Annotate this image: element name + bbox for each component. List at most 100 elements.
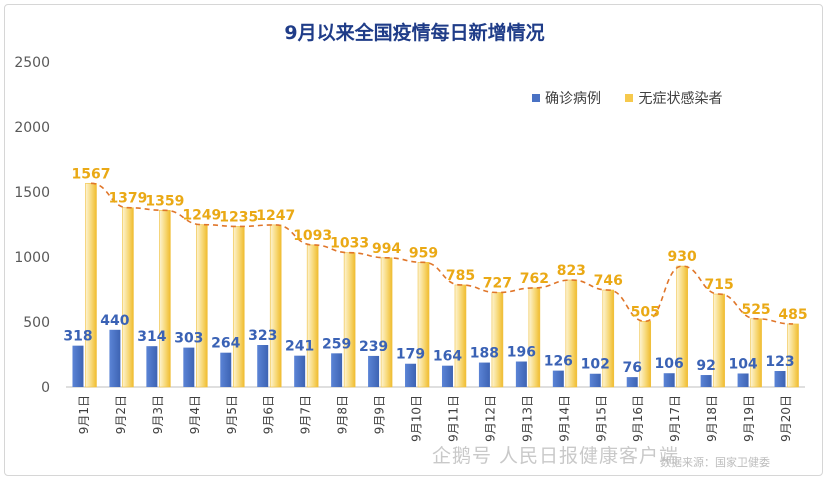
data-label-confirmed: 440 bbox=[100, 313, 129, 329]
x-tick-label: 9月3日 bbox=[151, 395, 165, 434]
data-label-confirmed: 264 bbox=[211, 336, 240, 352]
bar-confirmed bbox=[294, 355, 306, 387]
x-tick-label: 9月17日 bbox=[668, 395, 682, 442]
y-tick-label: 500 bbox=[23, 315, 50, 331]
legend-label-confirmed: 确诊病例 bbox=[545, 91, 601, 107]
x-tick-label: 9月15日 bbox=[594, 395, 608, 442]
x-tick-label: 9月1日 bbox=[77, 395, 91, 434]
trend-line-asymptomatic bbox=[90, 182, 794, 325]
y-tick-label: 2000 bbox=[14, 120, 50, 136]
bar-confirmed bbox=[146, 346, 158, 387]
bar-confirmed bbox=[626, 377, 638, 387]
data-label-confirmed: 318 bbox=[63, 329, 92, 345]
bar-asymptomatic bbox=[122, 207, 134, 388]
data-label-asymptomatic: 1093 bbox=[293, 228, 332, 244]
x-tick-label: 9月14日 bbox=[557, 395, 571, 442]
data-label-asymptomatic: 930 bbox=[668, 249, 697, 265]
legend-swatch-confirmed bbox=[532, 94, 540, 102]
x-tick-label: 9月20日 bbox=[779, 395, 793, 442]
bar-asymptomatic bbox=[85, 182, 97, 388]
chart-frame bbox=[4, 4, 823, 476]
data-label-confirmed: 92 bbox=[696, 358, 715, 374]
bar-confirmed bbox=[257, 345, 269, 387]
bar-asymptomatic bbox=[454, 284, 467, 388]
source-note: 数据来源：国家卫健委 bbox=[660, 456, 770, 469]
data-label-confirmed: 239 bbox=[359, 339, 388, 355]
bar-confirmed bbox=[589, 373, 601, 387]
data-label-confirmed: 102 bbox=[581, 357, 610, 373]
bar-confirmed bbox=[663, 373, 675, 387]
data-label-asymptomatic: 727 bbox=[483, 275, 512, 291]
data-label-confirmed: 126 bbox=[544, 354, 573, 370]
legend-item-asymptomatic: 无症状感染者 bbox=[625, 88, 722, 108]
x-tick-label: 9月6日 bbox=[262, 395, 276, 434]
data-label-confirmed: 104 bbox=[728, 356, 757, 372]
data-label-asymptomatic: 1247 bbox=[256, 208, 295, 224]
data-label-asymptomatic: 485 bbox=[778, 307, 807, 323]
bar-confirmed bbox=[700, 375, 712, 387]
bar-confirmed bbox=[774, 371, 786, 387]
data-label-asymptomatic: 1235 bbox=[219, 209, 258, 225]
x-tick-label: 9月8日 bbox=[336, 395, 350, 434]
bar-asymptomatic bbox=[528, 287, 541, 388]
chart-legend: 确诊病例 无症状感染者 bbox=[532, 88, 742, 108]
data-label-confirmed: 323 bbox=[248, 328, 277, 344]
bar-confirmed bbox=[368, 355, 380, 387]
legend-swatch-asymptomatic bbox=[625, 94, 634, 102]
legend-item-confirmed: 确诊病例 bbox=[532, 88, 601, 108]
x-tick-label: 9月5日 bbox=[225, 395, 239, 434]
data-label-confirmed: 106 bbox=[655, 356, 684, 372]
bar-confirmed bbox=[441, 365, 453, 387]
data-label-asymptomatic: 715 bbox=[705, 277, 734, 293]
bar-asymptomatic bbox=[491, 292, 504, 388]
bar-asymptomatic bbox=[380, 257, 393, 388]
data-label-confirmed: 164 bbox=[433, 349, 462, 365]
bar-asymptomatic bbox=[750, 318, 762, 388]
data-label-confirmed: 303 bbox=[174, 331, 203, 347]
bar-confirmed bbox=[220, 352, 232, 387]
x-tick-label: 9月12日 bbox=[483, 395, 497, 442]
data-label-asymptomatic: 1379 bbox=[108, 191, 147, 207]
bar-asymptomatic bbox=[417, 262, 430, 388]
y-tick-label: 0 bbox=[41, 380, 50, 396]
bar-asymptomatic bbox=[269, 224, 282, 388]
bar-asymptomatic bbox=[639, 321, 652, 388]
x-tick-label: 9月9日 bbox=[373, 395, 387, 434]
data-label-asymptomatic: 1249 bbox=[182, 208, 221, 224]
data-label-confirmed: 76 bbox=[622, 360, 641, 376]
watermark: 企鹅号 人民日报健康客户端 bbox=[432, 445, 680, 467]
bar-confirmed bbox=[109, 329, 121, 387]
bar-asymptomatic bbox=[565, 279, 578, 388]
data-label-asymptomatic: 1567 bbox=[71, 166, 110, 182]
data-label-asymptomatic: 505 bbox=[631, 304, 660, 320]
data-label-asymptomatic: 746 bbox=[594, 273, 623, 289]
bar-asymptomatic bbox=[196, 224, 208, 388]
data-label-asymptomatic: 823 bbox=[557, 263, 586, 279]
data-label-asymptomatic: 994 bbox=[372, 241, 401, 257]
bar-asymptomatic bbox=[343, 252, 356, 388]
bar-confirmed bbox=[183, 347, 195, 387]
x-tick-label: 9月13日 bbox=[520, 395, 534, 442]
data-label-asymptomatic: 1033 bbox=[330, 236, 369, 252]
bar-confirmed bbox=[72, 345, 84, 387]
bar-asymptomatic bbox=[232, 226, 245, 388]
x-tick-label: 9月4日 bbox=[188, 395, 202, 434]
data-label-confirmed: 123 bbox=[765, 354, 794, 370]
data-label-asymptomatic: 785 bbox=[446, 268, 475, 284]
bar-asymptomatic bbox=[306, 244, 319, 388]
bar-confirmed bbox=[478, 362, 490, 387]
data-label-asymptomatic: 1359 bbox=[145, 193, 184, 209]
bar-confirmed bbox=[331, 353, 343, 387]
legend-label-asymptomatic: 无症状感染者 bbox=[638, 91, 723, 107]
data-label-confirmed: 259 bbox=[322, 336, 351, 352]
data-label-confirmed: 179 bbox=[396, 347, 425, 363]
data-label-confirmed: 188 bbox=[470, 346, 499, 362]
data-label-asymptomatic: 959 bbox=[409, 245, 438, 261]
bar-confirmed bbox=[737, 373, 749, 387]
data-label-asymptomatic: 762 bbox=[520, 271, 549, 287]
data-label-confirmed: 241 bbox=[285, 339, 314, 355]
data-label-confirmed: 314 bbox=[137, 329, 166, 345]
bar-confirmed bbox=[405, 363, 417, 387]
chart-title: 9月以来全国疫情每日新增情况 bbox=[284, 22, 545, 44]
